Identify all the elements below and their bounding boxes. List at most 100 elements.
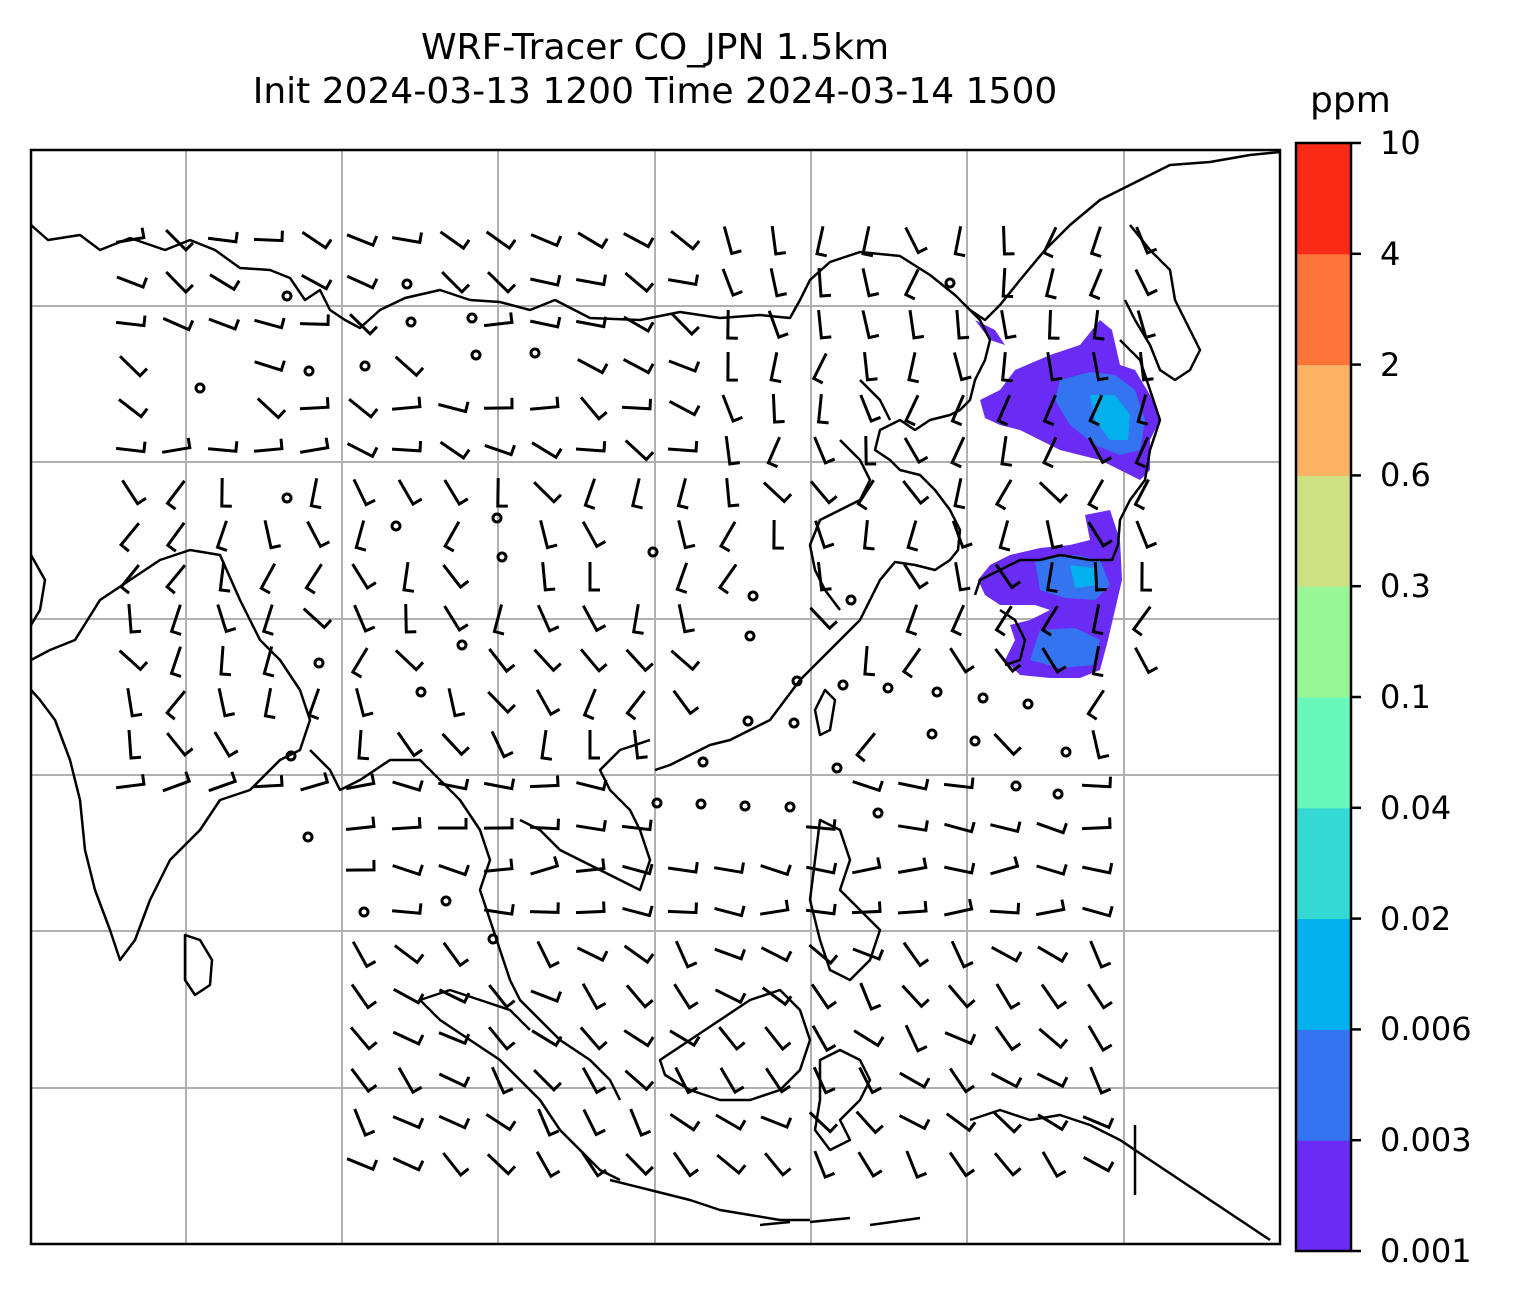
wind-barb <box>624 271 655 294</box>
wind-barb <box>724 435 740 466</box>
wind-barb <box>944 821 976 834</box>
wind-barb <box>1087 436 1113 465</box>
wind-barb <box>118 522 141 553</box>
wind-barb <box>484 443 516 457</box>
wind-barb <box>667 440 699 453</box>
wind-barb <box>392 987 425 1005</box>
coast-india <box>31 548 312 962</box>
wind-barb <box>442 563 470 590</box>
wind-barb <box>441 271 471 295</box>
wind-barb <box>118 355 149 378</box>
wind-barb <box>485 1113 517 1132</box>
wind-barb <box>126 687 143 718</box>
wind-barb <box>670 649 701 672</box>
wind-barb <box>299 397 330 411</box>
colorbar <box>1294 141 1361 1253</box>
wind-barb <box>533 481 563 504</box>
wind-barb <box>115 774 146 790</box>
wind-barb <box>483 903 515 916</box>
wind-barb <box>897 857 928 874</box>
calm-marker <box>1060 746 1072 758</box>
wind-barb <box>263 519 282 550</box>
wind-barb <box>950 436 966 469</box>
wind-barb <box>529 396 560 411</box>
wind-barb <box>760 946 793 963</box>
wind-barb <box>1081 776 1112 789</box>
calm-marker <box>944 277 956 289</box>
wind-barb <box>668 359 701 373</box>
wind-barb <box>994 1025 1022 1052</box>
wind-barb <box>581 604 607 633</box>
coast-taiwan <box>813 688 837 737</box>
coast-sumatra <box>419 988 621 1182</box>
wind-barb <box>996 394 1011 427</box>
calm-marker <box>281 492 293 504</box>
wind-barb <box>629 1108 652 1137</box>
wind-barb <box>349 1026 378 1051</box>
wind-barb <box>863 645 876 677</box>
wind-barb <box>220 477 232 508</box>
wind-barb <box>943 777 975 790</box>
wind-barb <box>488 647 516 674</box>
wind-barb <box>530 855 560 876</box>
wind-barb <box>575 274 607 287</box>
calm-marker <box>401 278 413 290</box>
colorbar-segment <box>1296 364 1351 476</box>
wind-barb <box>1036 821 1068 835</box>
wind-barb <box>1035 899 1066 917</box>
wind-barb <box>632 729 648 760</box>
calm-marker <box>697 756 709 768</box>
wind-barb <box>671 312 700 337</box>
title-line-1: WRF-Tracer CO_JPN 1.5km <box>420 27 890 68</box>
colorbar-tick-label: 0.1 <box>1380 678 1431 716</box>
wind-barb <box>354 520 367 552</box>
wind-barb <box>253 230 284 243</box>
wind-barb <box>993 732 1022 757</box>
wind-barb <box>631 603 644 635</box>
wind-barb <box>817 309 832 340</box>
wind-barb <box>1046 351 1063 382</box>
wind-barb <box>1038 481 1069 504</box>
calm-marker <box>1052 788 1064 800</box>
wind-barb <box>1001 351 1013 383</box>
calm-marker <box>926 728 938 740</box>
wind-barb <box>948 1151 976 1178</box>
wind-barb <box>861 225 874 258</box>
wind-barb <box>623 315 655 334</box>
wind-barb <box>808 943 839 966</box>
wind-barb <box>808 1111 839 1134</box>
calm-marker <box>647 546 659 558</box>
wind-barb <box>531 441 563 460</box>
wind-barb <box>351 563 377 590</box>
wind-barb <box>392 864 424 877</box>
wind-barb <box>162 317 195 332</box>
calm-marker <box>496 551 508 563</box>
wind-barb <box>439 230 471 251</box>
calm-marker <box>415 686 427 698</box>
wind-barb <box>760 1115 793 1130</box>
wind-barb <box>761 986 793 1007</box>
wind-barb <box>1041 436 1058 469</box>
wind-barb <box>1047 309 1060 340</box>
wind-barb <box>1037 945 1069 964</box>
wind-barb <box>1092 309 1105 341</box>
wind-barb <box>770 225 786 256</box>
calm-marker <box>302 831 314 843</box>
wind-barb <box>950 940 974 969</box>
wind-barb <box>1082 905 1114 918</box>
calm-marker <box>831 762 843 774</box>
wind-barb <box>716 1153 747 1176</box>
wind-barb <box>485 230 517 251</box>
wind-barb <box>990 856 1020 876</box>
wind-barb <box>625 984 654 1009</box>
wind-barb <box>393 944 425 965</box>
wind-barb <box>165 270 195 295</box>
wind-barb <box>346 442 379 459</box>
wind-barb <box>1042 394 1057 427</box>
calm-marker <box>487 933 499 945</box>
wind-barb <box>622 905 654 918</box>
wind-barb <box>392 780 424 792</box>
wind-barb <box>487 1026 516 1051</box>
wind-barb <box>905 604 919 636</box>
calm-marker <box>837 679 849 691</box>
